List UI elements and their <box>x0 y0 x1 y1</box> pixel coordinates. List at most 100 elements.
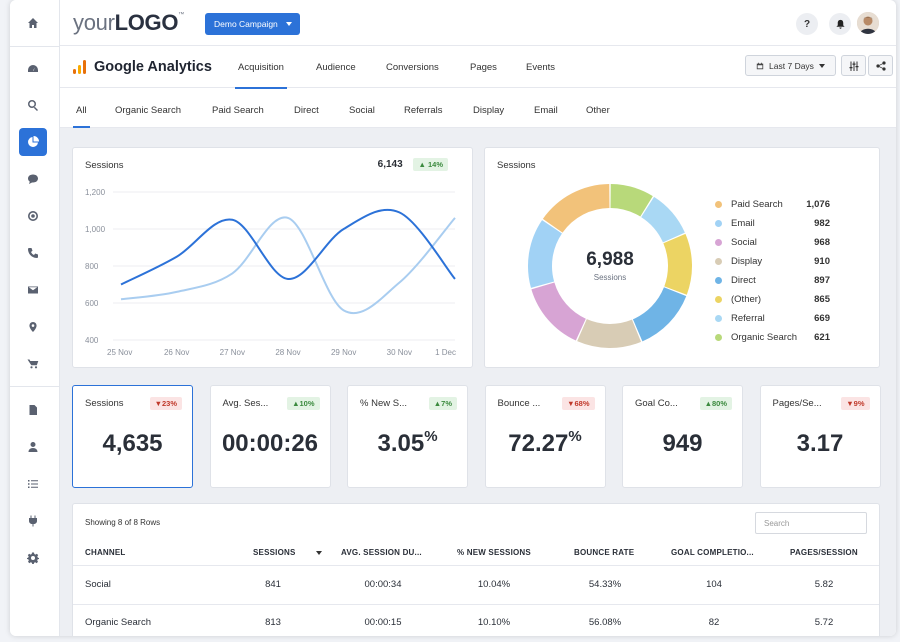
y-tick-label: 600 <box>85 299 99 308</box>
filter-tab-referrals[interactable]: Referrals <box>404 105 443 116</box>
location-pin-icon[interactable] <box>19 313 47 341</box>
tab-events[interactable]: Events <box>526 62 556 73</box>
filter-tab-display[interactable]: Display <box>473 105 505 116</box>
sort-descending-icon[interactable] <box>316 551 322 555</box>
legend-swatch <box>715 201 722 208</box>
campaign-selector[interactable]: Demo Campaign <box>205 13 300 35</box>
column-header-goal-completions[interactable]: GOAL COMPLETIO... <box>671 548 754 557</box>
legend-label: Direct <box>731 275 756 286</box>
date-range-button[interactable]: Last 7 Days <box>745 55 836 76</box>
bell-icon <box>835 19 845 29</box>
phone-icon[interactable] <box>19 239 47 267</box>
table-cell: 00:00:34 <box>364 579 402 590</box>
kpi-card[interactable]: % New S... ▲7% 3.05% <box>347 385 468 488</box>
share-button[interactable] <box>868 55 893 76</box>
channel-filter-tabs: All Organic Search Paid Search Direct So… <box>60 88 896 128</box>
table-cell: 104 <box>706 579 722 590</box>
column-header-avg-session-duration[interactable]: AVG. SESSION DU... <box>341 548 422 557</box>
dashboard-content: Sessions 6,143 ▲ 14% 1,200 1,000 800 600 400… <box>60 128 896 636</box>
filter-settings-button[interactable] <box>841 55 866 76</box>
kpi-card[interactable]: Avg. Ses... ▲10% 00:00:26 <box>209 385 331 488</box>
list-icon[interactable] <box>19 470 47 498</box>
search-icon[interactable] <box>19 91 47 119</box>
donut-slice[interactable] <box>641 196 685 243</box>
filter-tab-direct[interactable]: Direct <box>294 105 319 116</box>
sessions-line-card: Sessions 6,143 ▲ 14% 1,200 1,000 800 600 400… <box>72 147 473 368</box>
user-icon[interactable] <box>19 433 47 461</box>
chat-icon[interactable] <box>19 165 47 193</box>
column-header-bounce-rate[interactable]: BOUNCE RATE <box>574 548 635 557</box>
tab-audience[interactable]: Audience <box>316 62 356 73</box>
kpi-card[interactable]: Sessions ▼23% 4,635 <box>72 385 193 488</box>
table-cell: 813 <box>265 617 281 628</box>
tab-pages[interactable]: Pages <box>470 62 497 73</box>
donut-slice[interactable] <box>663 233 692 295</box>
sessions-donut-chart <box>528 184 692 348</box>
table-cell: 54.33% <box>588 579 622 590</box>
filter-tab-other[interactable]: Other <box>586 105 610 116</box>
plug-icon[interactable] <box>19 507 47 535</box>
x-tick-label: 1 Dec <box>435 348 456 357</box>
pie-chart-icon[interactable] <box>19 128 47 156</box>
donut-slice[interactable] <box>610 184 653 217</box>
kpi-title: Bounce ... <box>497 398 541 409</box>
kpi-value: 3.05% <box>377 428 438 457</box>
target-icon[interactable] <box>19 202 47 230</box>
table-cell: 841 <box>265 579 281 590</box>
kpi-title: % New S... <box>360 398 407 409</box>
legend-swatch <box>715 296 722 303</box>
table-cell: 82 <box>708 617 720 628</box>
tab-acquisition[interactable]: Acquisition <box>235 62 287 89</box>
filter-tab-email[interactable]: Email <box>534 105 558 116</box>
tab-conversions[interactable]: Conversions <box>386 62 439 73</box>
column-header-channel[interactable]: CHANNEL <box>85 548 126 557</box>
column-header-new-sessions[interactable]: % NEW SESSIONS <box>457 548 531 557</box>
donut-slice[interactable] <box>528 220 562 288</box>
donut-slice[interactable] <box>542 184 610 233</box>
kpi-card[interactable]: Goal Co... ▲80% 949 <box>622 385 743 488</box>
help-button[interactable]: ? <box>796 13 818 35</box>
chevron-down-icon <box>818 63 825 68</box>
card-title: Sessions <box>497 160 536 171</box>
column-header-pages-per-session[interactable]: PAGES/SESSION <box>790 548 858 557</box>
share-icon <box>875 60 886 71</box>
kpi-change-badge: ▼23% <box>149 397 182 410</box>
campaign-label: Demo Campaign <box>214 19 278 29</box>
settings-gear-icon[interactable] <box>19 544 47 572</box>
donut-slice[interactable] <box>577 319 642 348</box>
filter-tab-all[interactable]: All <box>73 105 90 128</box>
legend-label: Paid Search <box>731 199 783 210</box>
legend-swatch <box>715 277 722 284</box>
kpi-card[interactable]: Bounce ... ▼68% 72.27% <box>484 385 606 488</box>
kpi-title: Goal Co... <box>635 398 678 409</box>
donut-center-value: 6,988 <box>586 249 634 270</box>
analytics-header: Google Analytics Acquisition Audience Co… <box>60 46 896 89</box>
document-icon[interactable] <box>19 396 47 424</box>
app-window: yourLOGO™ Demo Campaign ? Google Analyti… <box>10 0 896 636</box>
kpi-title: Pages/Se... <box>772 398 822 409</box>
notifications-button[interactable] <box>829 13 851 35</box>
column-header-sessions[interactable]: SESSIONS <box>253 548 296 557</box>
chevron-down-icon <box>286 22 292 26</box>
donut-slice[interactable] <box>531 282 586 341</box>
filter-tab-organic-search[interactable]: Organic Search <box>115 105 182 116</box>
dashboard-icon[interactable] <box>19 55 47 83</box>
kpi-value: 949 <box>662 430 703 457</box>
home-icon[interactable] <box>19 9 47 37</box>
mail-icon[interactable] <box>19 276 47 304</box>
user-avatar[interactable] <box>857 12 879 34</box>
table-search-input[interactable]: Search <box>755 512 867 534</box>
cart-icon[interactable] <box>19 350 47 378</box>
filter-tab-paid-search[interactable]: Paid Search <box>212 105 264 116</box>
line-card-header-values: 6,143 ▲ 14% <box>378 158 448 171</box>
kpi-value: 4,635 <box>102 430 163 457</box>
kpi-card[interactable]: Pages/Se... ▼9% 3.17 <box>759 385 881 488</box>
sessions-line-chart: 1,200 1,000 800 600 400 25 Nov 26 Nov 27 Nov 28 … <box>85 188 456 357</box>
legend-value: 897 <box>814 275 830 286</box>
y-tick-label: 1,200 <box>85 188 106 197</box>
legend-value: 621 <box>814 332 830 343</box>
table-cell: 56.08% <box>588 617 622 628</box>
filter-tab-social[interactable]: Social <box>349 105 375 116</box>
brand-logo[interactable]: yourLOGO™ <box>73 10 184 35</box>
donut-slice[interactable] <box>632 287 687 342</box>
